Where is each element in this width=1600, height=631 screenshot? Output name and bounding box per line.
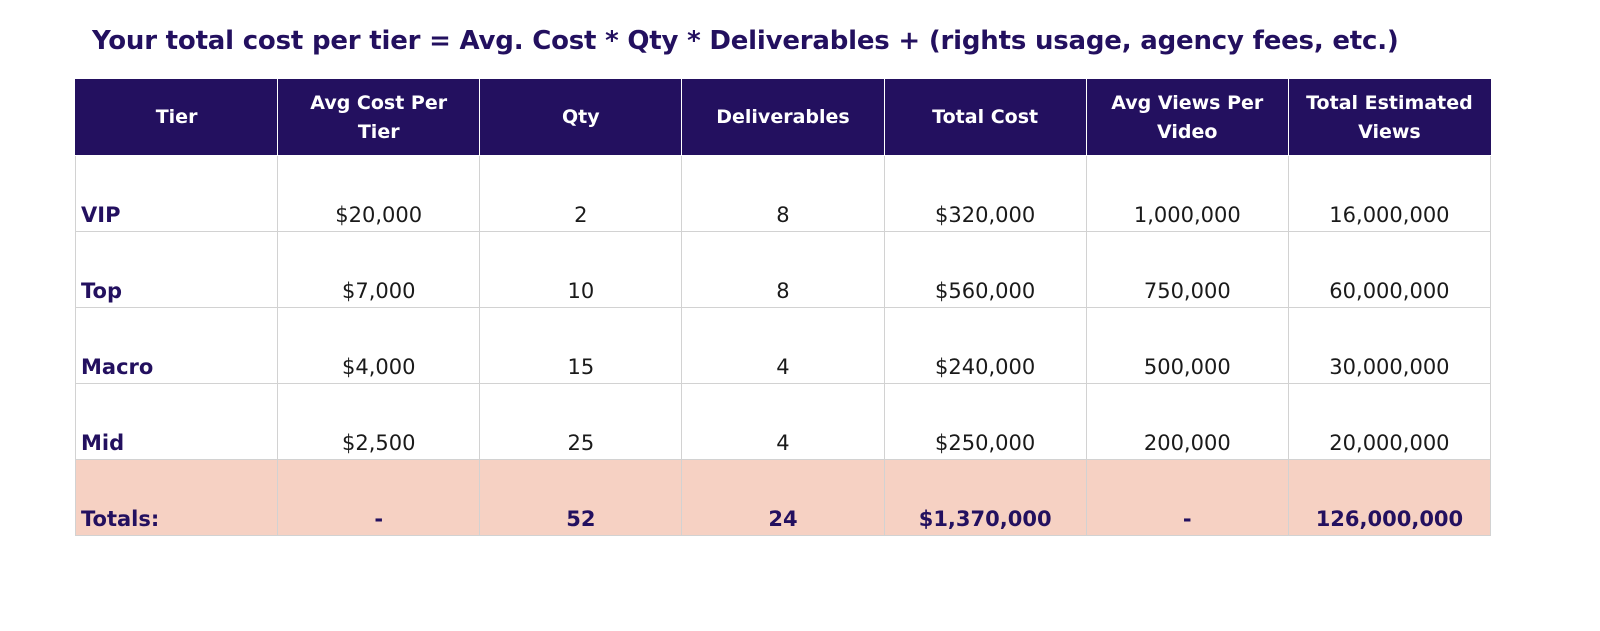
header-avg-views: Avg Views Per Video xyxy=(1085,79,1289,156)
totals-total-cost: $1,370,000 xyxy=(883,459,1087,536)
qty-cell: 2 xyxy=(479,155,683,232)
totals-deliverables: 24 xyxy=(681,459,885,536)
deliverables-cell: 4 xyxy=(681,383,885,460)
total-cost-cell: $320,000 xyxy=(883,155,1087,232)
table-row: Top $7,000 10 8 $560,000 750,000 60,000,… xyxy=(74,231,1492,308)
header-avg-cost: Avg Cost Per Tier xyxy=(277,79,481,156)
totals-avg-views: - xyxy=(1085,459,1289,536)
totals-total-views: 126,000,000 xyxy=(1287,459,1492,536)
header-tier: Tier xyxy=(74,79,279,156)
table-row: Macro $4,000 15 4 $240,000 500,000 30,00… xyxy=(74,307,1492,384)
qty-cell: 15 xyxy=(479,307,683,384)
total-cost-cell: $240,000 xyxy=(883,307,1087,384)
deliverables-cell: 4 xyxy=(681,307,885,384)
avg-cost-cell: $7,000 xyxy=(277,231,481,308)
totals-label: Totals: xyxy=(74,459,279,536)
cost-table: Tier Avg Cost Per Tier Qty Deliverables … xyxy=(74,79,1492,536)
qty-cell: 10 xyxy=(479,231,683,308)
total-cost-cell: $560,000 xyxy=(883,231,1087,308)
tier-cell: Macro xyxy=(74,307,279,384)
qty-cell: 25 xyxy=(479,383,683,460)
avg-views-cell: 500,000 xyxy=(1085,307,1289,384)
avg-views-cell: 750,000 xyxy=(1085,231,1289,308)
totals-qty: 52 xyxy=(479,459,683,536)
avg-cost-cell: $20,000 xyxy=(277,155,481,232)
total-views-cell: 20,000,000 xyxy=(1287,383,1492,460)
table-row: Mid $2,500 25 4 $250,000 200,000 20,000,… xyxy=(74,383,1492,460)
header-total-views: Total Estimated Views xyxy=(1287,79,1492,156)
avg-cost-cell: $2,500 xyxy=(277,383,481,460)
deliverables-cell: 8 xyxy=(681,155,885,232)
total-views-cell: 16,000,000 xyxy=(1287,155,1492,232)
table-row: VIP $20,000 2 8 $320,000 1,000,000 16,00… xyxy=(74,155,1492,232)
table-header-row: Tier Avg Cost Per Tier Qty Deliverables … xyxy=(74,79,1492,156)
header-qty: Qty xyxy=(479,79,683,156)
totals-avg-cost: - xyxy=(277,459,481,536)
tier-cell: Mid xyxy=(74,383,279,460)
avg-views-cell: 1,000,000 xyxy=(1085,155,1289,232)
header-deliverables: Deliverables xyxy=(681,79,885,156)
header-total-cost: Total Cost xyxy=(883,79,1087,156)
avg-views-cell: 200,000 xyxy=(1085,383,1289,460)
total-views-cell: 30,000,000 xyxy=(1287,307,1492,384)
tier-cell: VIP xyxy=(74,155,279,232)
totals-row: Totals: - 52 24 $1,370,000 - 126,000,000 xyxy=(74,459,1492,536)
total-cost-cell: $250,000 xyxy=(883,383,1087,460)
tier-cell: Top xyxy=(74,231,279,308)
avg-cost-cell: $4,000 xyxy=(277,307,481,384)
deliverables-cell: 8 xyxy=(681,231,885,308)
total-views-cell: 60,000,000 xyxy=(1287,231,1492,308)
page-title: Your total cost per tier = Avg. Cost * Q… xyxy=(92,26,1399,56)
